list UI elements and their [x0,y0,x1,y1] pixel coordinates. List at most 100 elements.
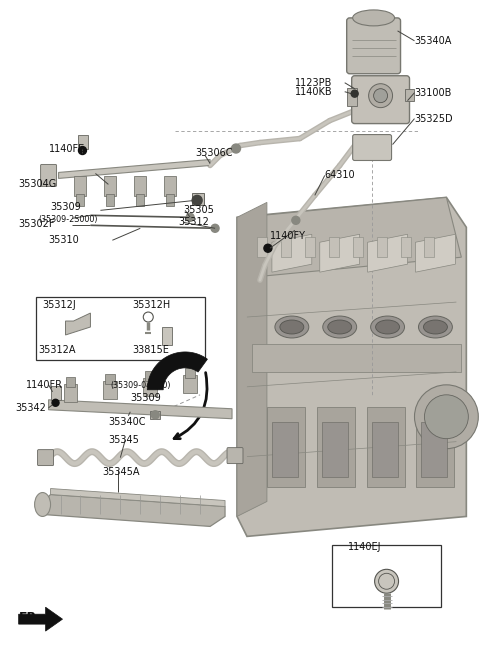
FancyBboxPatch shape [227,447,243,464]
Polygon shape [368,235,408,272]
Bar [317,407,355,487]
Ellipse shape [423,320,447,334]
Polygon shape [237,202,267,516]
Bar [424,237,434,257]
Polygon shape [19,607,62,631]
Bar [76,194,84,206]
Text: 64310: 64310 [325,170,355,181]
Bar [185,368,195,378]
FancyBboxPatch shape [353,135,392,160]
FancyBboxPatch shape [352,76,409,124]
Ellipse shape [419,316,452,338]
Bar [65,377,75,387]
Polygon shape [272,235,312,272]
Text: 35340A: 35340A [415,36,452,46]
Bar [347,87,357,106]
Bar [50,386,60,400]
Bar [36,297,205,360]
Bar [145,371,155,381]
Bar [104,177,116,196]
Text: 35309: 35309 [130,393,161,403]
Bar [136,194,144,206]
Bar [400,237,410,257]
Text: 35340C: 35340C [108,417,146,427]
Text: 35312A: 35312A [38,345,76,355]
FancyBboxPatch shape [347,18,400,74]
Bar [252,344,461,372]
Circle shape [374,570,398,593]
Bar [267,407,305,487]
Circle shape [369,83,393,108]
Ellipse shape [275,316,309,338]
Bar [377,237,386,257]
Bar [183,375,197,393]
Polygon shape [147,352,207,390]
Polygon shape [65,313,90,335]
Text: 35312: 35312 [178,217,209,227]
Circle shape [69,325,74,331]
Text: 33815E: 33815E [132,345,169,355]
Polygon shape [59,160,210,179]
Text: (35309-04AA0): (35309-04AA0) [110,381,171,390]
Bar [192,193,204,206]
Circle shape [415,385,478,449]
Circle shape [373,89,387,102]
Ellipse shape [376,320,399,334]
Bar [63,384,77,402]
FancyBboxPatch shape [37,449,54,466]
Circle shape [52,399,59,406]
Bar [162,327,172,345]
Polygon shape [50,489,225,507]
Bar [305,237,315,257]
Bar [106,374,115,384]
Ellipse shape [280,320,304,334]
Bar [257,237,267,257]
Bar [103,381,117,399]
Text: 1140FR: 1140FR [25,380,62,390]
Bar [272,422,298,476]
Text: 33100B: 33100B [415,87,452,98]
Text: 35306C: 35306C [195,148,233,158]
Polygon shape [43,495,225,526]
Bar [421,422,447,476]
Circle shape [192,195,202,206]
Text: 35305: 35305 [183,206,214,215]
Circle shape [151,411,159,419]
Bar [329,237,339,257]
Ellipse shape [323,316,357,338]
Text: 1123PB: 1123PB [295,78,332,88]
Bar [332,545,442,607]
Bar [322,422,348,476]
Polygon shape [237,197,467,536]
Circle shape [351,90,358,97]
Bar [74,177,86,196]
Bar [144,378,157,396]
Bar [372,422,397,476]
Bar [417,407,455,487]
Text: 1140KB: 1140KB [295,87,333,97]
Circle shape [424,395,468,439]
Bar [150,411,160,419]
Circle shape [186,214,194,221]
Polygon shape [242,197,461,277]
Polygon shape [416,235,456,272]
Circle shape [264,244,272,252]
Text: 35345A: 35345A [102,466,140,476]
FancyBboxPatch shape [41,164,57,187]
Ellipse shape [371,316,405,338]
Ellipse shape [353,10,395,26]
Text: 35325D: 35325D [415,114,453,124]
Ellipse shape [35,493,50,516]
Bar [166,194,174,206]
Text: 35345: 35345 [108,435,139,445]
Text: FR.: FR. [19,610,42,623]
Bar [405,89,415,101]
Ellipse shape [328,320,352,334]
Bar [353,237,363,257]
Bar [367,407,405,487]
Bar [164,177,176,196]
Text: 35310: 35310 [48,235,79,245]
Text: 35309: 35309 [50,202,81,212]
Text: (35309-2S000): (35309-2S000) [38,215,98,224]
Bar [281,237,291,257]
